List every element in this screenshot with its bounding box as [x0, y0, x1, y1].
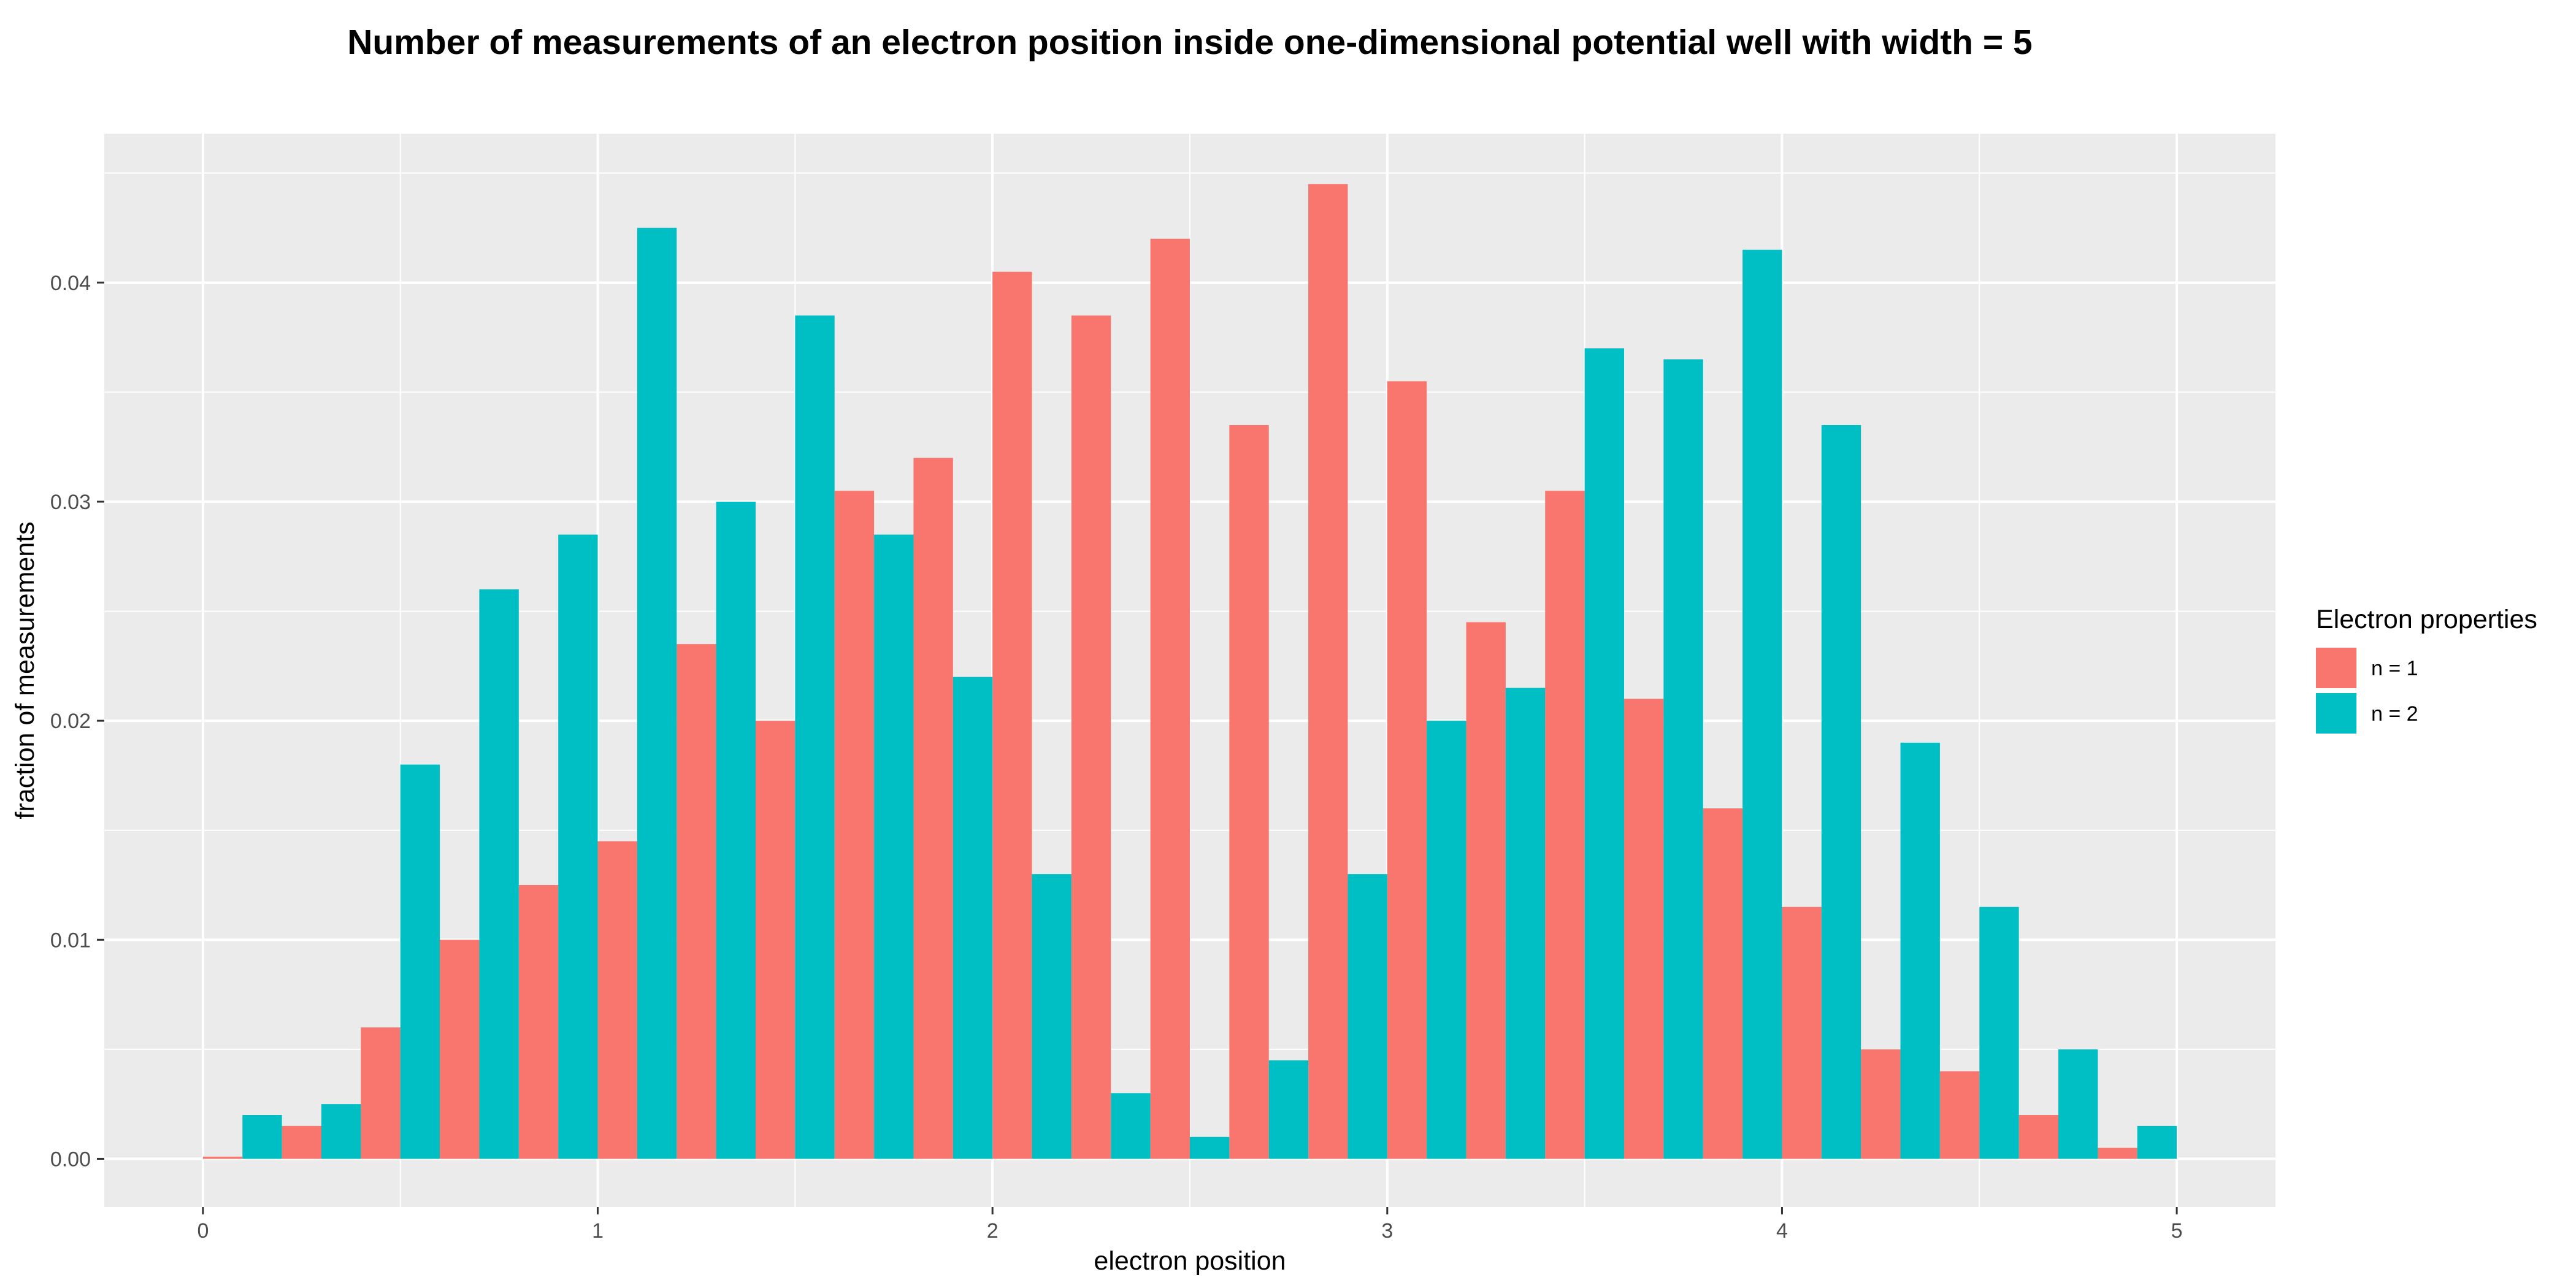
bar-1-23: [1939, 1071, 1980, 1159]
x-tick-label: 2: [987, 1219, 999, 1243]
legend-label-1: n = 1: [2371, 657, 2418, 680]
y-axis: 0.00 0.01 0.02 0.03 0.04: [50, 272, 104, 1171]
legend-label-2: n = 2: [2371, 702, 2418, 726]
bar-1-21: [1782, 907, 1822, 1159]
legend-key-1: [2316, 648, 2356, 688]
bar-2-10: [953, 677, 993, 1159]
legend: Electron properties n = 1 n = 2: [2316, 605, 2537, 734]
bar-1-7: [677, 644, 716, 1159]
bar-1-1: [202, 1156, 243, 1159]
bar-2-2: [321, 1104, 361, 1159]
bar-2-16: [1427, 721, 1466, 1159]
legend-title: Electron properties: [2316, 605, 2537, 634]
x-tick-label: 4: [1776, 1219, 1788, 1243]
bar-2-25: [2137, 1125, 2177, 1159]
bar-1-12: [1071, 315, 1111, 1159]
x-tick-label: 5: [2171, 1219, 2183, 1243]
bar-1-2: [282, 1125, 321, 1159]
bar-2-8: [795, 315, 835, 1159]
bar-1-9: [834, 491, 875, 1159]
bar-1-17: [1466, 622, 1506, 1159]
bar-2-24: [2058, 1049, 2098, 1159]
y-axis-label: fraction of measurements: [10, 521, 40, 819]
bar-2-23: [1979, 907, 2019, 1159]
bar-2-3: [400, 764, 440, 1159]
bar-2-14: [1268, 1060, 1309, 1159]
bar-1-22: [1861, 1049, 1901, 1159]
x-axis: 0 1 2 3 4 5: [197, 1207, 2183, 1243]
legend-key-2: [2316, 693, 2356, 734]
bar-2-19: [1663, 359, 1703, 1159]
chart-title: Number of measurements of an electron po…: [347, 23, 2032, 62]
bar-2-5: [558, 534, 598, 1159]
bar-1-10: [913, 458, 953, 1159]
bar-2-18: [1584, 348, 1624, 1159]
bar-2-7: [716, 502, 756, 1159]
bar-1-25: [2098, 1148, 2137, 1159]
x-tick-label: 3: [1381, 1219, 1393, 1243]
bar-1-15: [1308, 184, 1348, 1159]
bar-1-19: [1624, 699, 1664, 1159]
y-tick-label: 0.03: [50, 491, 91, 514]
bar-1-14: [1229, 425, 1269, 1159]
y-tick-label: 0.04: [50, 272, 91, 295]
bar-1-3: [361, 1027, 401, 1159]
bar-2-17: [1505, 688, 1546, 1159]
y-tick-label: 0.02: [50, 710, 91, 733]
bars: [202, 184, 2177, 1159]
x-tick-label: 1: [592, 1219, 604, 1243]
bar-1-6: [597, 841, 637, 1159]
bar-1-5: [518, 885, 559, 1159]
x-tick-label: 0: [197, 1219, 209, 1243]
bar-2-9: [874, 534, 914, 1159]
bar-2-13: [1190, 1137, 1230, 1159]
bar-1-16: [1387, 381, 1427, 1159]
bar-2-11: [1032, 874, 1071, 1159]
bar-1-8: [756, 721, 795, 1159]
bar-1-18: [1545, 491, 1585, 1159]
bar-2-1: [242, 1115, 282, 1159]
bar-2-12: [1111, 1093, 1151, 1159]
x-axis-label: electron position: [1094, 1246, 1286, 1276]
y-tick-label: 0.01: [50, 929, 91, 952]
legend-items: n = 1 n = 2: [2316, 648, 2418, 734]
bar-2-6: [637, 228, 677, 1159]
bar-1-13: [1150, 239, 1190, 1159]
bar-2-20: [1742, 250, 1782, 1159]
bar-1-20: [1703, 808, 1743, 1159]
bar-2-21: [1821, 425, 1861, 1159]
bar-2-15: [1347, 874, 1387, 1159]
bar-2-4: [479, 589, 519, 1159]
y-tick-label: 0.00: [50, 1148, 91, 1171]
bar-1-11: [992, 272, 1032, 1159]
bar-1-24: [2018, 1115, 2058, 1159]
bar-2-22: [1900, 742, 1940, 1159]
bar-1-4: [440, 940, 480, 1159]
